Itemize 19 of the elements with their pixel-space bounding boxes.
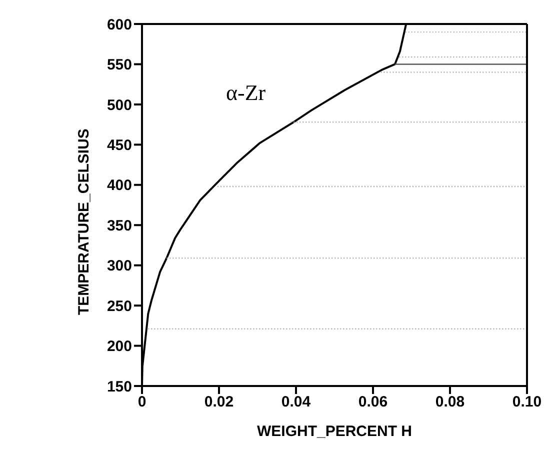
- y-tick-label: 550: [106, 56, 132, 74]
- x-tick-label: 0.08: [435, 394, 465, 411]
- y-tick-label: 350: [106, 217, 132, 234]
- y-tick-label: 600: [106, 16, 132, 34]
- y-tick-label: 450: [106, 136, 132, 154]
- y-tick-label: 150: [106, 378, 132, 396]
- y-tick-label: 200: [106, 338, 132, 356]
- x-axis-title: WEIGHT_PERCENT H: [256, 423, 412, 440]
- y-tick-label: 500: [106, 96, 132, 114]
- y-tick-label: 250: [106, 298, 132, 315]
- y-tick-label: 300: [106, 258, 132, 275]
- y-axis-title: TEMPERATURE_CELSIUS: [75, 128, 92, 315]
- y-tick-label: 400: [106, 177, 132, 194]
- x-tick-label: 0: [138, 394, 146, 411]
- x-tick-label: 0.10: [512, 394, 542, 411]
- annotation: α-Zr: [226, 80, 266, 106]
- x-tick-label: 0.04: [281, 394, 312, 411]
- x-tick-label: 0.06: [358, 394, 388, 411]
- x-tick-label: 0.02: [204, 394, 234, 411]
